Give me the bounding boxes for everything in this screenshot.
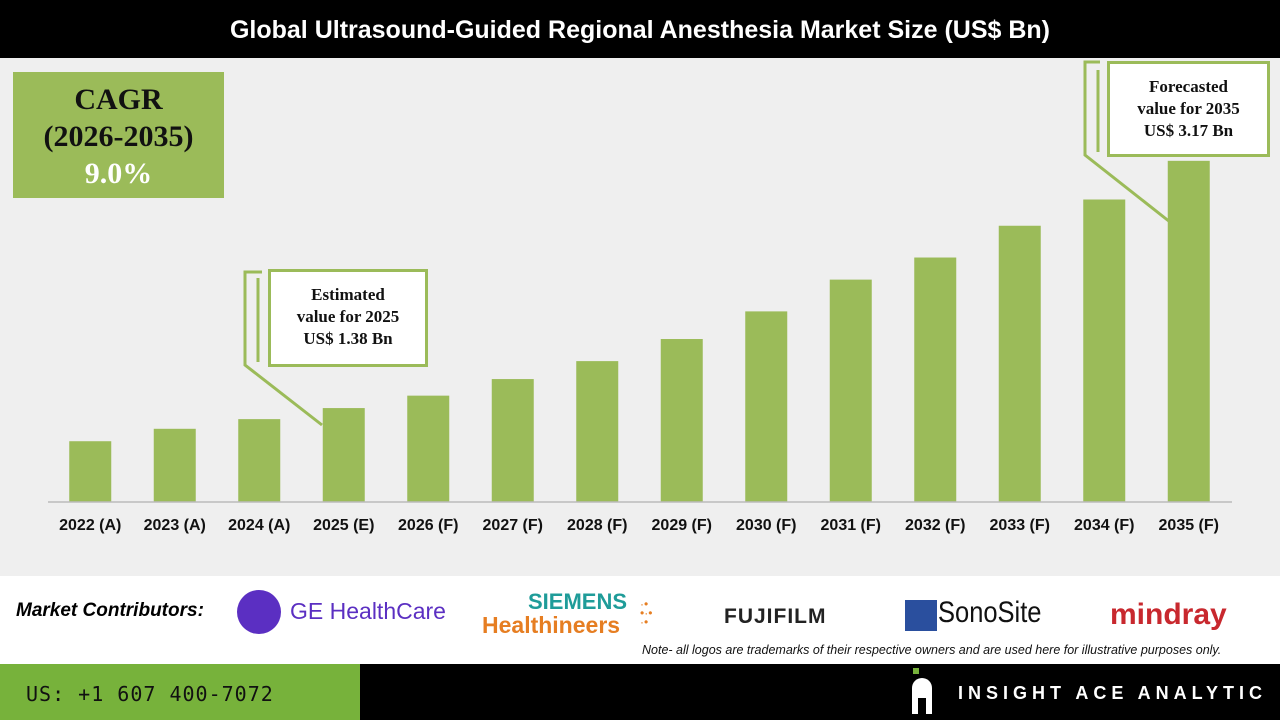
- ge-healthcare-logo: GE HealthCare: [290, 598, 446, 624]
- mindray-logo: mindray: [1110, 598, 1227, 631]
- ge-logo-icon: [237, 590, 281, 634]
- x-tick-label: 2030 (F): [736, 517, 796, 534]
- phone-number: US: +1 607 400-7072: [0, 664, 360, 720]
- bar-2024 (A): [238, 419, 281, 502]
- cagr-value: 9.0%: [84, 157, 153, 190]
- callout-line: Estimated: [311, 285, 385, 304]
- callout-line: value for 2025: [296, 307, 400, 326]
- insight-ace-logo-icon: [912, 668, 932, 714]
- cagr-box: CAGR (2026-2035) 9.0%: [13, 72, 224, 198]
- bar-2034 (F): [1083, 199, 1126, 502]
- fujifilm-logo: FUJIFILM: [724, 605, 827, 628]
- bar-2026 (F): [407, 395, 450, 502]
- contributors-label: Market Contributors:: [16, 600, 204, 621]
- cagr-label: CAGR: [74, 83, 163, 116]
- sonosite-logo: SonoSite: [938, 596, 1042, 629]
- brand-name: INSIGHT ACE ANALYTIC: [958, 683, 1268, 703]
- bar-2031 (F): [829, 279, 872, 502]
- healthineers-logo: Healthineers: [482, 612, 621, 638]
- x-tick-label: 2022 (A): [59, 517, 121, 534]
- brand-footer: INSIGHT ACE ANALYTIC: [360, 664, 1280, 720]
- x-tick-label: 2024 (A): [228, 517, 290, 534]
- bar-2027 (F): [491, 379, 534, 502]
- sonosite-s-icon: [905, 600, 937, 631]
- bar-2030 (F): [745, 311, 788, 502]
- trademark-note: Note- all logos are trademarks of their …: [642, 643, 1222, 657]
- callout-value: US$ 1.38 Bn: [303, 329, 393, 348]
- x-tick-label: 2031 (F): [821, 517, 881, 534]
- estimated-connector: [243, 270, 323, 427]
- siemens-dots-icon: ·• •·• ·•: [640, 597, 653, 629]
- bar-2025 (E): [322, 408, 365, 502]
- callout-line: Forecasted: [1149, 77, 1228, 96]
- forecast-callout: Forecasted value for 2035 US$ 3.17 Bn: [1107, 61, 1270, 157]
- callout-line: value for 2035: [1137, 99, 1240, 118]
- x-tick-label: 2029 (F): [652, 517, 712, 534]
- x-tick-label: 2033 (F): [990, 517, 1050, 534]
- contributors-section: [0, 576, 1280, 664]
- bar-2032 (F): [914, 257, 957, 502]
- x-tick-label: 2034 (F): [1074, 517, 1134, 534]
- bar-2028 (F): [576, 361, 619, 502]
- bar-2035 (F): [1167, 160, 1210, 503]
- x-tick-label: 2035 (F): [1159, 517, 1219, 534]
- bar-2023 (A): [153, 428, 196, 502]
- bar-2029 (F): [660, 339, 703, 502]
- forecast-connector: [1083, 60, 1171, 224]
- x-tick-label: 2026 (F): [398, 517, 458, 534]
- x-tick-label: 2027 (F): [483, 517, 543, 534]
- x-tick-label: 2028 (F): [567, 517, 627, 534]
- x-tick-label: 2023 (A): [144, 517, 206, 534]
- callout-value: US$ 3.17 Bn: [1143, 121, 1234, 140]
- chart-title: Global Ultrasound-Guided Regional Anesth…: [0, 0, 1280, 58]
- x-tick-label: 2025 (E): [313, 517, 374, 534]
- bar-chart: 2022 (A) 2023 (A) 2024 (A) 2025 (E) 2026 (F)…: [48, 60, 1232, 534]
- bar-2033 (F): [998, 225, 1041, 502]
- bar-2022 (A): [69, 441, 112, 502]
- x-tick-label: 2032 (F): [905, 517, 965, 534]
- estimated-callout: Estimated value for 2025 US$ 1.38 Bn: [268, 269, 428, 367]
- siemens-logo: SIEMENS: [528, 589, 628, 614]
- cagr-period: (2026-2035): [43, 120, 194, 153]
